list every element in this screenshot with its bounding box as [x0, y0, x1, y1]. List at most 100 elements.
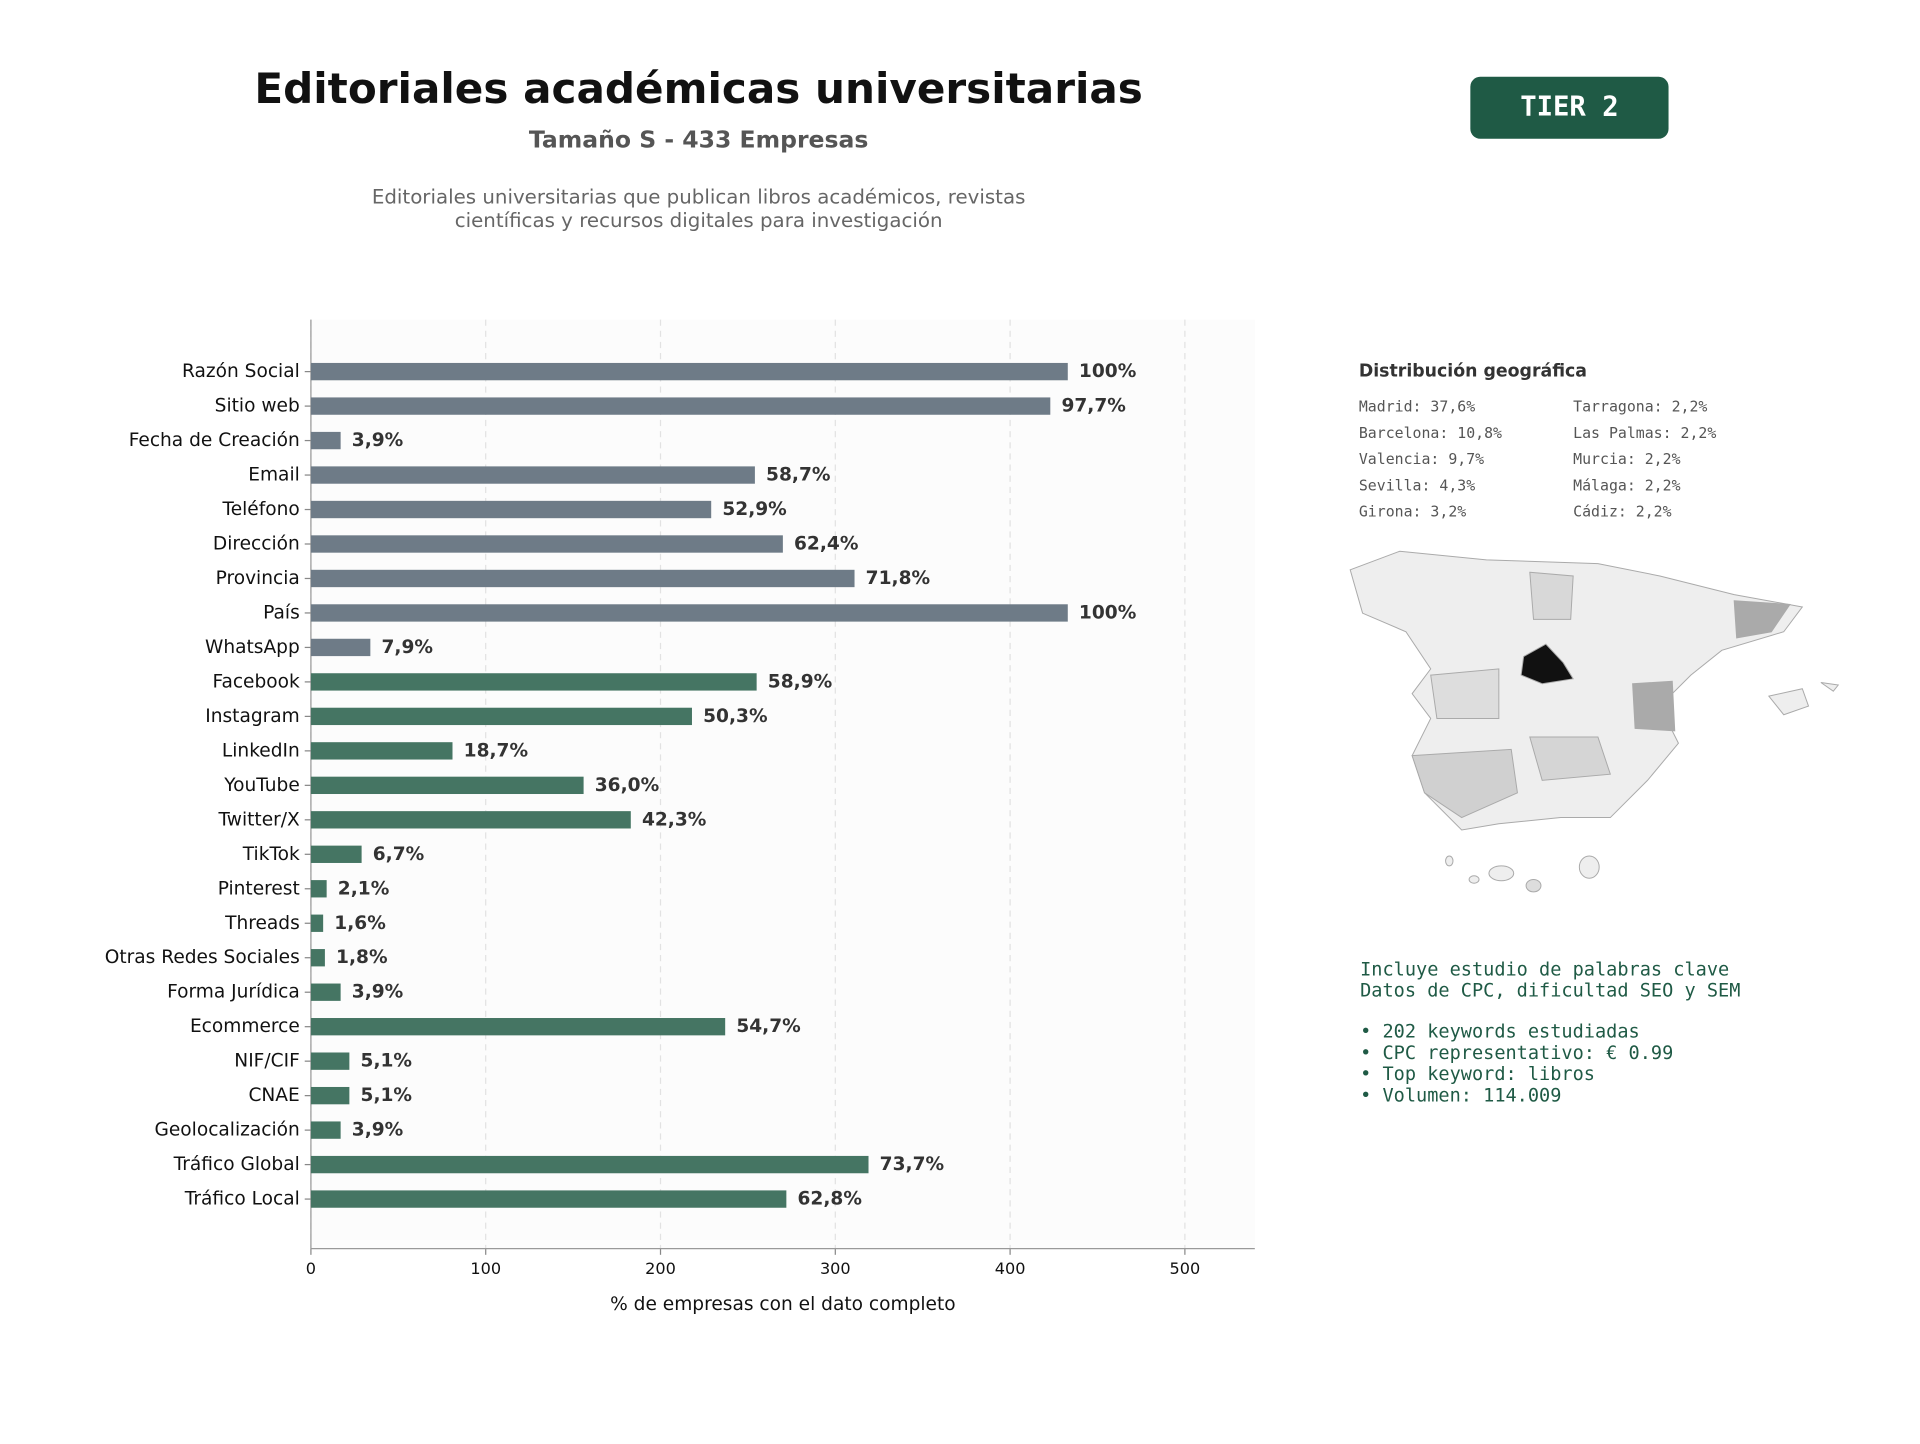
y-tick-label: Threads	[224, 913, 300, 934]
map	[1349, 550, 1840, 893]
keyword-bullet: • Top keyword: libros	[1360, 1064, 1595, 1085]
y-tick-label: NIF/CIF	[234, 1051, 299, 1072]
bar	[310, 500, 712, 519]
x-tick-label: 200	[645, 1259, 676, 1278]
geo-item: Barcelona: 10,8%	[1359, 424, 1502, 442]
bar	[310, 845, 362, 863]
bar	[310, 880, 327, 898]
y-tick-label: Email	[248, 465, 300, 486]
y-tick-label: Dirección	[213, 534, 300, 555]
badge	[1470, 76, 1669, 139]
map-islands	[1578, 855, 1600, 879]
bar	[310, 431, 341, 450]
value-label: 97,7%	[1061, 396, 1126, 417]
chart-title: Editoriales académicas universitarias	[254, 64, 1143, 113]
bar	[310, 914, 324, 932]
map-islands	[1445, 855, 1454, 867]
bar	[310, 707, 692, 726]
geo-item: Sevilla: 4,3%	[1359, 476, 1475, 494]
value-label: 62,4%	[794, 534, 859, 555]
geo-item: Girona: 3,2%	[1359, 503, 1466, 521]
value-label: 5,1%	[361, 1085, 413, 1106]
geo-item: Madrid: 37,6%	[1359, 398, 1475, 416]
value-label: 42,3%	[642, 809, 707, 830]
value-label: 1,6%	[334, 913, 386, 934]
geo-title: Distribución geográfica	[1359, 362, 1587, 382]
bar	[310, 466, 755, 484]
map-region	[1529, 571, 1574, 620]
bar	[310, 1052, 350, 1070]
y-tick-label: Facebook	[212, 671, 300, 692]
value-label: 58,9%	[768, 671, 833, 692]
value-label: 3,9%	[352, 1120, 404, 1141]
y-tick-label: Fecha de Creación	[129, 430, 300, 451]
map-islands	[1488, 865, 1515, 882]
y-tick-label: TikTok	[242, 844, 300, 865]
bar	[310, 604, 1068, 622]
value-label: 71,8%	[866, 568, 931, 589]
map-islands	[1820, 682, 1840, 692]
value-label: 58,7%	[766, 465, 831, 486]
map-region	[1733, 600, 1791, 639]
value-label: 100%	[1079, 361, 1137, 382]
y-tick-label: Tráfico Local	[184, 1189, 300, 1210]
description: científicas y recursos digitales para in…	[455, 209, 943, 232]
geo-item: Cádiz: 2,2%	[1573, 503, 1671, 521]
map-region	[1632, 680, 1676, 732]
y-tick-label: Tráfico Global	[173, 1154, 300, 1175]
value-label: 6,7%	[373, 844, 425, 865]
value-label: 52,9%	[722, 499, 787, 520]
bar	[310, 569, 855, 588]
value-label: 1,8%	[336, 947, 388, 968]
value-label: 18,7%	[464, 740, 529, 761]
bar	[310, 535, 783, 553]
geo-item: Málaga: 2,2%	[1573, 476, 1680, 494]
x-axis-label: % de empresas con el dato completo	[610, 1294, 956, 1315]
x-tick-label: 0	[306, 1259, 316, 1278]
bar	[310, 983, 341, 1001]
map-region	[1411, 748, 1518, 819]
geo-item: Las Palmas: 2,2%	[1573, 424, 1716, 442]
x-tick-label: 400	[995, 1259, 1026, 1278]
y-tick-label: Twitter/X	[218, 809, 301, 830]
bar	[310, 811, 631, 829]
value-label: 7,9%	[381, 637, 433, 658]
value-label: 62,8%	[798, 1189, 863, 1210]
bar	[310, 1086, 350, 1105]
bar	[310, 1155, 869, 1174]
value-label: 36,0%	[595, 775, 660, 796]
keyword-line: Datos de CPC, dificultad SEO y SEM	[1360, 981, 1740, 1002]
keyword-bullet: • 202 keywords estudiadas	[1360, 1021, 1640, 1042]
bar	[310, 949, 325, 967]
value-label: 5,1%	[361, 1051, 413, 1072]
y-tick-label: Ecommerce	[190, 1016, 300, 1037]
y-tick-label: LinkedIn	[222, 740, 300, 761]
value-label: 100%	[1079, 602, 1137, 623]
value-label: 50,3%	[703, 706, 768, 727]
chart-subtitle: Tamaño S - 433 Empresas	[529, 126, 868, 154]
map-region	[1529, 736, 1611, 781]
y-tick-label: WhatsApp	[205, 637, 300, 658]
bar	[310, 1190, 787, 1208]
bar	[310, 1018, 726, 1036]
y-tick-label: Geolocalización	[154, 1120, 299, 1141]
bar	[310, 1121, 341, 1139]
y-tick-label: Razón Social	[182, 361, 300, 382]
geo-item: Tarragona: 2,2%	[1573, 398, 1707, 416]
x-tick-label: 500	[1170, 1259, 1201, 1278]
y-tick-label: Pinterest	[218, 878, 300, 899]
map-mainland	[1349, 550, 1804, 831]
y-tick-label: Otras Redes Sociales	[105, 947, 300, 968]
value-label: 3,9%	[352, 982, 404, 1003]
bar	[310, 742, 453, 760]
bar	[310, 638, 371, 657]
keyword-line: Incluye estudio de palabras clave	[1360, 959, 1729, 980]
bar	[310, 362, 1068, 381]
x-tick-label: 100	[470, 1259, 501, 1278]
description: Editoriales universitarias que publican …	[372, 186, 1026, 209]
map-islands	[1525, 878, 1542, 893]
y-tick-label: País	[263, 602, 300, 623]
geo-item: Murcia: 2,2%	[1573, 450, 1680, 468]
value-label: 3,9%	[352, 430, 404, 451]
